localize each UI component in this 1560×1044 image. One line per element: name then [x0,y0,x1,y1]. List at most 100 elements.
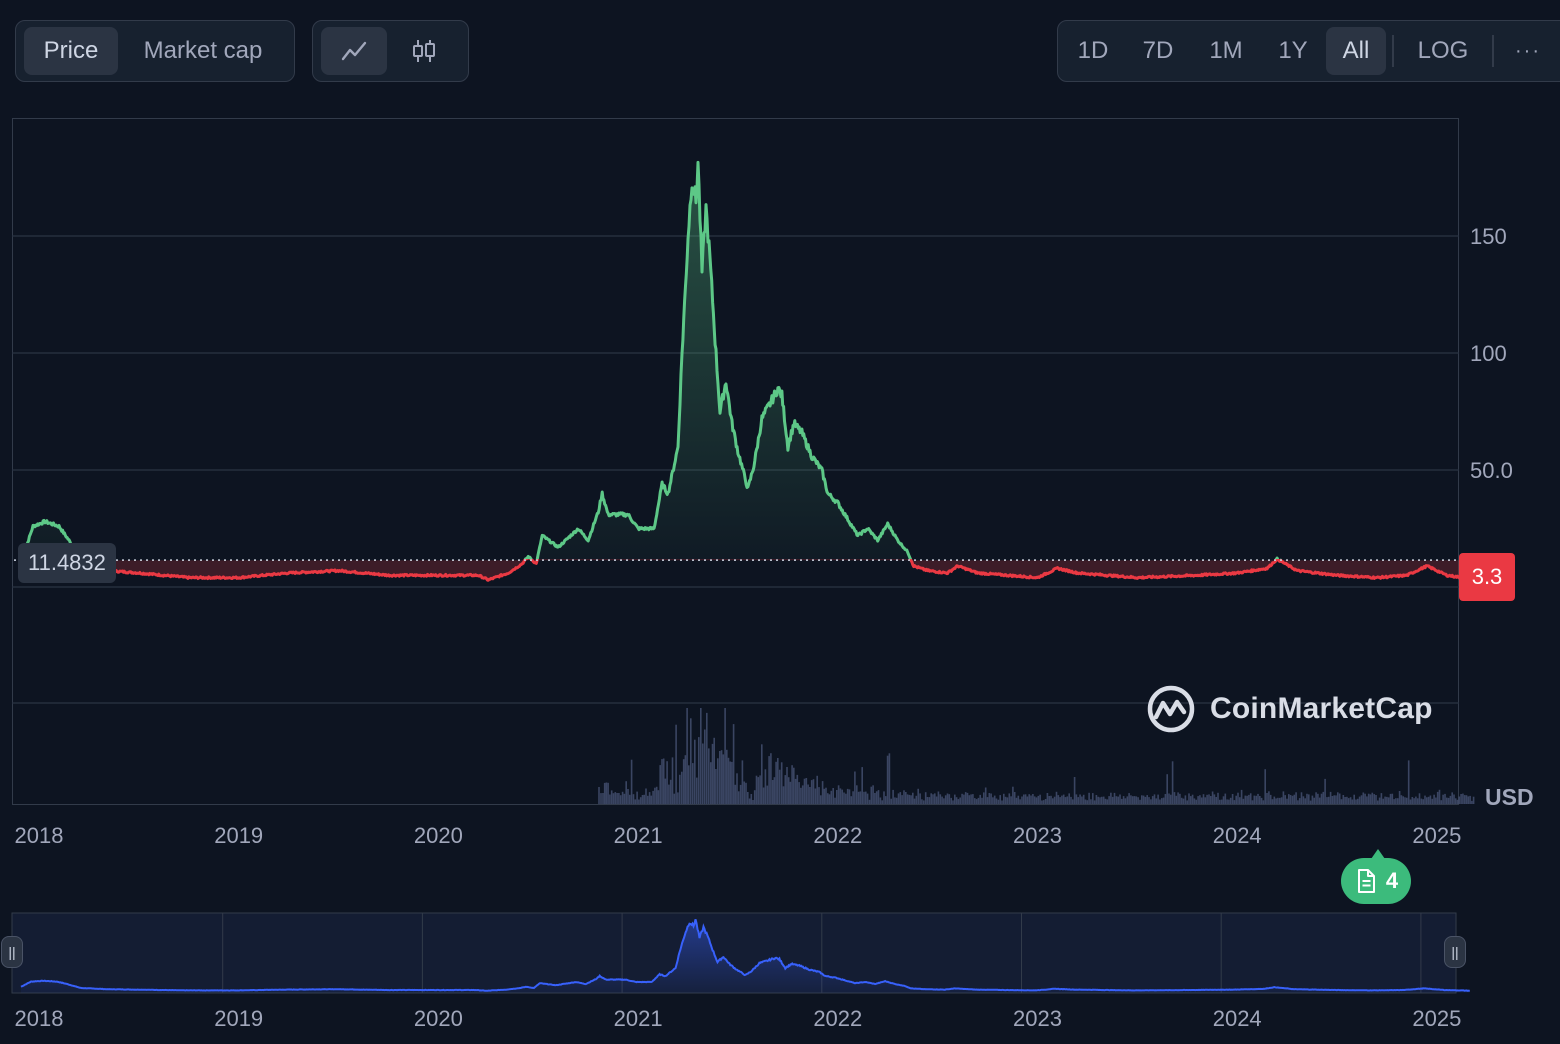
volume-bar [1454,798,1457,804]
volume-bar [1337,792,1339,804]
volume-bar [1427,796,1430,804]
more-options-button[interactable]: ··· [1515,39,1541,62]
volume-bar [677,792,679,804]
volume-bar [1206,794,1208,804]
candlestick-chart-button[interactable] [387,27,462,75]
volume-bar [1280,797,1283,804]
volume-bar [1277,797,1279,804]
volume-bar [1259,796,1261,804]
volume-bar [706,712,708,804]
volume-bar [713,737,715,804]
volume-bar [1177,792,1179,804]
volume-bar [1240,789,1243,804]
volume-bar [1226,799,1228,804]
volume-bar [845,793,847,804]
volume-bar [1420,798,1423,804]
volume-bar [734,784,737,804]
y-gridlines [12,235,1459,704]
volume-bar [1137,797,1139,804]
volume-bar [1335,795,1337,804]
range-all-button[interactable]: All [1326,27,1386,75]
volume-bar [1382,798,1384,804]
volume-bar [630,759,633,804]
volume-bar [948,794,951,804]
range-1d-button[interactable]: 1D [1077,37,1109,64]
volume-bar [1344,797,1346,804]
log-scale-button[interactable]: LOG [1417,37,1469,64]
volume-bar [1157,794,1159,804]
volume-bar [1282,791,1285,804]
volume-bar [702,743,704,804]
volume-bar [675,724,677,804]
volume-bar [798,782,800,804]
volume-bar [1397,798,1399,804]
volume-bar [1173,792,1176,804]
volume-bar [1244,795,1247,804]
volume-bar [1431,798,1434,804]
volume-bar [990,793,992,804]
volume-bar [627,789,629,804]
navigator-left-handle[interactable]: || [1,936,23,968]
volume-bar [814,788,817,804]
volume-bar [1387,797,1390,804]
volume-bar [623,793,626,804]
volume-bar [1304,798,1306,804]
volume-bar [796,774,799,804]
volume-bar [610,790,613,804]
volume-bar [963,794,965,804]
volume-bar [1366,796,1368,804]
tab-market-cap[interactable]: Market cap [143,37,263,64]
volume-bar [957,799,960,804]
volume-bar [684,755,687,804]
volume-bar [846,788,849,804]
volume-bar [961,793,963,804]
volume-bar [666,761,668,804]
volume-bar [1233,800,1236,804]
volume-bar [1349,797,1352,804]
volume-bar [1398,791,1401,804]
volume-bar [668,784,670,804]
tab-price[interactable]: Price [24,27,118,75]
volume-bar [859,791,862,804]
navigator-area [21,919,1470,993]
volume-bar [1298,798,1301,804]
volume-bar [745,782,747,804]
volume-bar [1006,797,1009,804]
range-7d-button[interactable]: 7D [1142,37,1174,64]
volume-bar [636,791,638,804]
volume-bar [1024,794,1027,804]
volume-bar [736,773,738,804]
volume-bar [602,793,604,804]
volume-bar [1150,799,1152,804]
volume-bar [894,797,896,804]
volume-bar [832,788,834,804]
volume-bar [1295,792,1297,804]
volume-bar [1128,793,1130,804]
volume-bar [1220,799,1223,804]
news-badge[interactable]: 4 [1341,849,1411,904]
volume-bar [917,788,919,804]
volume-bar [905,792,907,804]
volume-bar [766,785,769,804]
x-tick-label: 2022 [813,823,862,848]
volume-bar [1180,797,1183,804]
volume-bar [1161,798,1163,804]
volume-bar [673,793,676,804]
navigator-right-handle[interactable]: || [1444,936,1466,968]
range-1m-button[interactable]: 1M [1209,37,1243,64]
x-tick-label: 2019 [214,823,263,848]
volume-bar [821,781,824,804]
volume-bar [768,756,770,804]
volume-bar [1055,791,1058,804]
volume-bar [865,791,867,804]
line-chart-button[interactable] [321,27,387,75]
volume-bar [1346,796,1348,804]
volume-bar [632,794,635,804]
chart-type-group [312,20,469,82]
range-1y-button[interactable]: 1Y [1278,37,1308,64]
volume-bar [877,790,880,804]
volume-bar [793,767,795,804]
volume-bar [1291,795,1294,804]
volume-bar [1462,793,1464,804]
